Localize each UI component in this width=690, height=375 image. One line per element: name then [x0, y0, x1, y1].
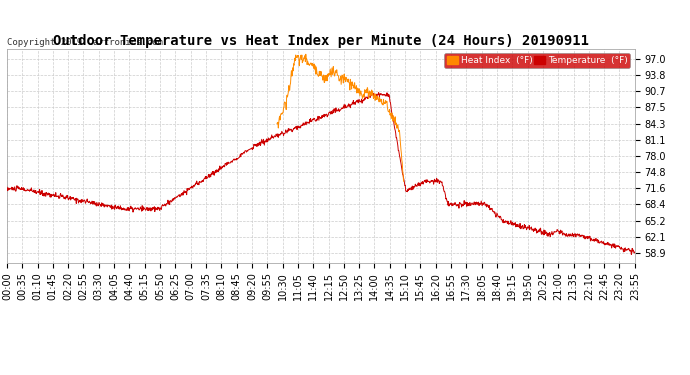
Legend: Heat Index  (°F), Temperature  (°F): Heat Index (°F), Temperature (°F) — [444, 53, 630, 68]
Text: Copyright 2019 Cartronics.com: Copyright 2019 Cartronics.com — [7, 38, 163, 46]
Title: Outdoor Temperature vs Heat Index per Minute (24 Hours) 20190911: Outdoor Temperature vs Heat Index per Mi… — [53, 33, 589, 48]
